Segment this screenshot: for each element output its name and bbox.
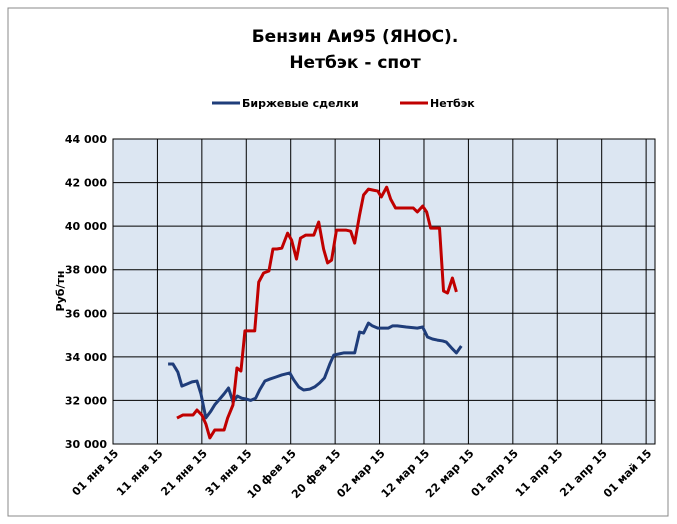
chart-subtitle: Нетбэк - спот: [289, 53, 420, 73]
legend-label: Биржевые сделки: [242, 97, 359, 110]
y-tick-label: 34 000: [65, 351, 107, 364]
y-axis-label: Руб/тн: [54, 271, 67, 312]
y-tick-label: 44 000: [65, 133, 107, 146]
series-line: [176, 185, 458, 440]
plot-area: [112, 138, 656, 445]
legend-label: Нетбэк: [430, 97, 475, 110]
y-tick-label: 38 000: [65, 264, 107, 277]
y-tick-label: 40 000: [65, 220, 107, 233]
series-line: [168, 321, 463, 420]
chart-title: Бензин Аи95 (ЯНОС).: [252, 27, 459, 47]
y-tick-label: 30 000: [65, 438, 107, 451]
y-tick-label: 36 000: [65, 307, 107, 320]
y-tick-label: 42 000: [65, 177, 107, 190]
y-tick-label: 32 000: [65, 394, 107, 407]
